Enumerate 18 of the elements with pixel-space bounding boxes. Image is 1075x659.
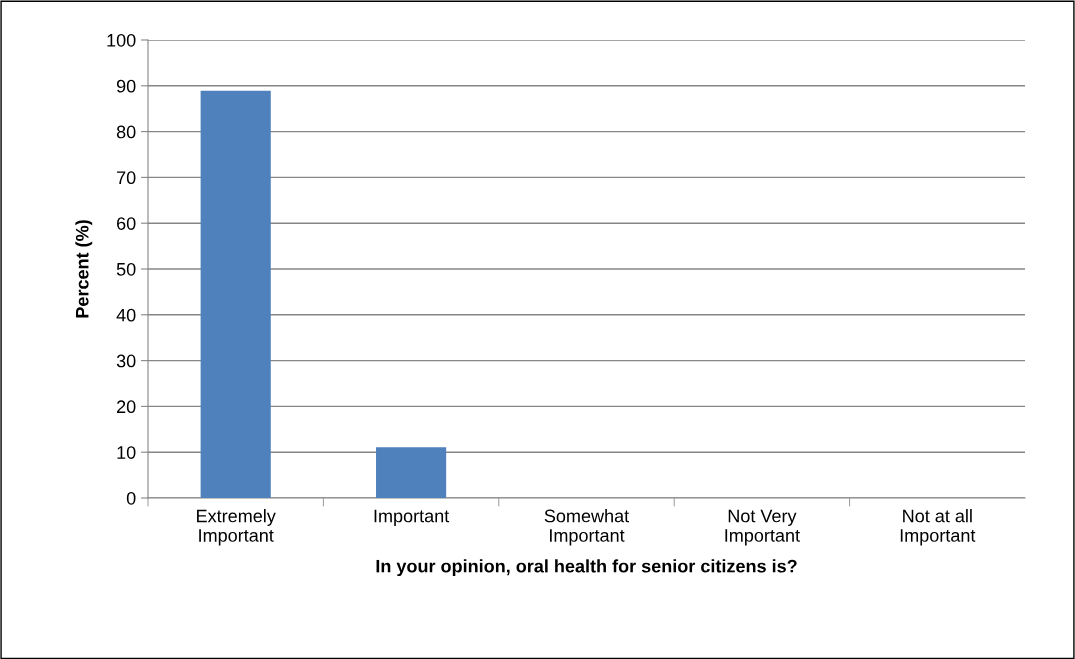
x-tick-label: Not at all Important — [900, 509, 976, 546]
y-tick-label: 60 — [117, 217, 136, 230]
x-tick-label: Extremely Important — [197, 509, 276, 546]
y-tick-label: 100 — [107, 33, 136, 47]
y-tick-label: 70 — [117, 171, 136, 185]
y-tick-label: 10 — [117, 446, 136, 459]
y-tick-label: 20 — [117, 400, 136, 414]
y-tick-label: 50 — [116, 262, 136, 276]
y-tick-label: 90 — [116, 79, 136, 93]
x-tick-label: Somewhat Important — [544, 509, 630, 546]
x-tick-label: Important — [374, 509, 450, 526]
y-tick-label: 40 — [116, 308, 136, 322]
y-tick-label: 0 — [126, 491, 136, 505]
y-tick-label: 80 — [116, 125, 136, 139]
y-tick-label: 30 — [116, 354, 136, 368]
y-axis-title: Percent (%) — [75, 220, 93, 318]
x-tick-label: Not Very Important — [725, 509, 800, 546]
x-axis-title: In your opinion, oral health for senior citizens is? — [376, 559, 797, 577]
